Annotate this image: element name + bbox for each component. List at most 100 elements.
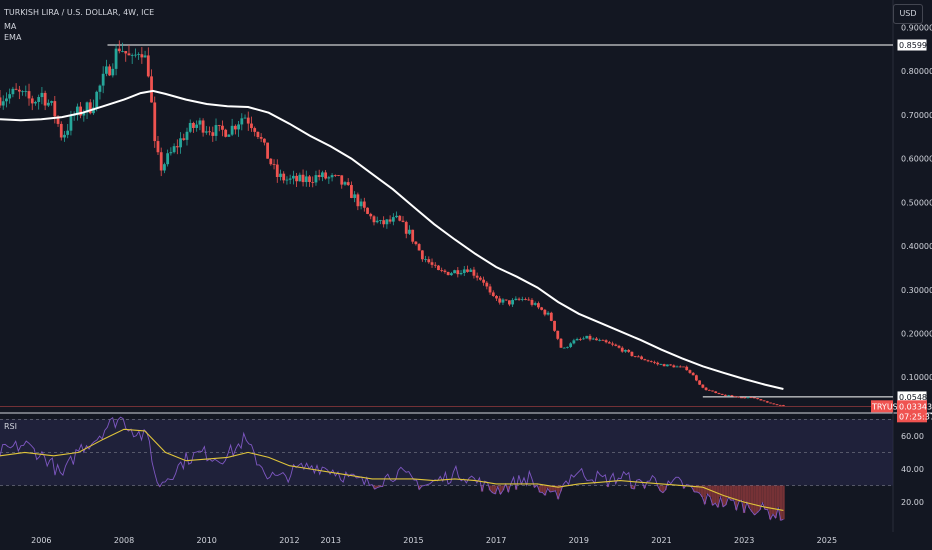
candle	[630, 351, 634, 357]
candle	[140, 54, 144, 58]
candle	[304, 176, 308, 183]
candle	[562, 347, 566, 349]
candle	[411, 229, 415, 242]
x-tick-label: 2012	[279, 536, 299, 545]
currency-button[interactable]: USD	[893, 4, 923, 24]
candle	[137, 54, 141, 56]
candle	[153, 102, 157, 142]
rsi-tick-label: 20.00	[901, 498, 924, 507]
candle	[291, 175, 295, 179]
candle	[269, 158, 273, 165]
candle	[653, 361, 656, 363]
candle	[633, 356, 637, 357]
candle	[79, 106, 83, 116]
candle	[559, 338, 563, 348]
candle	[720, 393, 724, 395]
candle	[533, 303, 537, 305]
candle	[11, 88, 15, 95]
candle	[301, 174, 305, 183]
candle	[736, 396, 740, 398]
candle	[746, 397, 750, 399]
candle	[50, 101, 53, 103]
y-tick-label: 0.50000	[901, 198, 932, 207]
candle	[588, 335, 592, 340]
candle	[420, 250, 424, 260]
candle	[627, 349, 631, 352]
candle	[201, 120, 205, 133]
candle	[491, 292, 495, 296]
y-tick-label: 0.80000	[901, 67, 932, 76]
candle	[395, 215, 398, 218]
candle	[701, 384, 705, 388]
candle	[430, 262, 434, 265]
candle	[179, 138, 182, 148]
y-tick-label: 0.90000	[901, 23, 932, 32]
candle	[43, 92, 47, 106]
candle	[640, 356, 643, 360]
candle	[756, 398, 760, 400]
ema-line[interactable]	[0, 89, 784, 390]
candle	[227, 134, 231, 137]
candle	[30, 98, 34, 104]
candle	[82, 112, 86, 116]
candle	[530, 299, 534, 305]
candle	[333, 175, 337, 176]
legend-ma[interactable]: MA	[4, 22, 17, 31]
y-tick-label: 0.30000	[901, 286, 932, 295]
candle	[37, 97, 41, 102]
rsi-label: RSI	[4, 422, 17, 431]
rsi-ma-line[interactable]	[0, 428, 784, 511]
candle	[427, 259, 431, 263]
candle	[288, 178, 292, 180]
candle	[543, 309, 547, 315]
x-tick-label: 2010	[197, 536, 217, 545]
candle	[556, 330, 560, 339]
candle	[298, 174, 302, 182]
candle	[753, 397, 756, 399]
candle	[182, 138, 186, 140]
candle	[95, 91, 99, 108]
candle	[8, 94, 12, 99]
candle	[85, 102, 89, 113]
candle	[163, 164, 166, 171]
candle	[262, 138, 266, 143]
candle	[478, 277, 482, 280]
candle	[346, 182, 350, 186]
level-tag-label: 0.05489	[899, 393, 932, 402]
candle	[217, 125, 221, 126]
legend-ema[interactable]: EMA	[4, 33, 22, 42]
candle	[620, 347, 624, 352]
candle	[321, 172, 324, 177]
candle	[308, 176, 311, 183]
candle	[327, 177, 331, 179]
candle	[233, 125, 237, 130]
candle	[443, 270, 447, 272]
candle	[778, 404, 782, 406]
candle	[488, 286, 492, 293]
candle	[124, 51, 128, 54]
rsi-tick-label: 40.00	[901, 465, 924, 474]
candle	[211, 132, 215, 136]
candle	[253, 128, 257, 132]
candle	[275, 164, 279, 177]
candle	[437, 265, 440, 271]
candle	[775, 404, 779, 406]
candle	[724, 394, 727, 396]
x-tick-label: 2008	[114, 536, 134, 545]
candle	[14, 88, 18, 90]
symbol-title: TURKISH LIRA / U.S. DOLLAR, 4W, ICE	[4, 8, 155, 17]
candle	[92, 107, 95, 114]
candle	[366, 207, 369, 214]
candle	[446, 271, 450, 276]
candle	[540, 307, 544, 310]
candle	[662, 364, 666, 367]
candle	[343, 182, 347, 185]
symbol-tag-label: TRYUSD	[871, 402, 904, 411]
candle	[578, 339, 582, 340]
candle	[362, 201, 366, 208]
y-tick-label: 0.40000	[901, 242, 932, 251]
candle	[382, 220, 386, 225]
candle	[237, 124, 240, 130]
candle	[285, 179, 289, 181]
